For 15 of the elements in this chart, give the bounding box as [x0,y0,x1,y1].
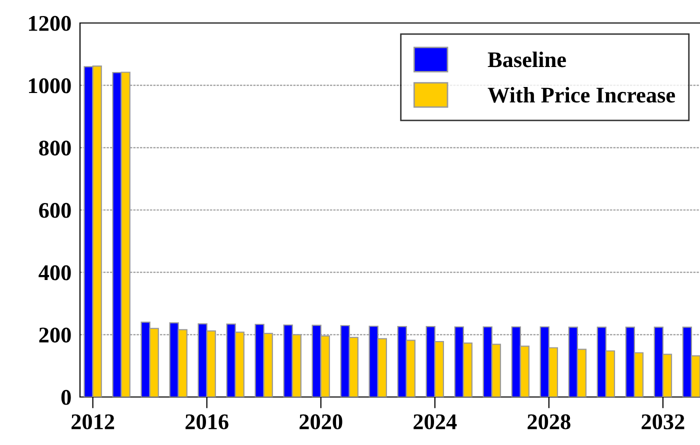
y-tick-label: 0 [61,390,71,405]
x-tick-label: 2028 [528,414,570,430]
y-tick-label: 1000 [29,78,71,94]
x-tick-label: 2016 [186,414,228,430]
y-tick-label: 200 [39,328,71,343]
y-tick-label: 1200 [29,16,71,31]
x-tick-label: 2012 [72,414,114,430]
y-tick-label: 400 [38,265,71,280]
x-tick-label: 2024 [414,414,457,430]
x-tick-label: 2020 [300,414,342,430]
legend-label: With Price Increase [488,86,675,103]
y-tick-label: 600 [39,202,71,218]
x-tick-label: 2032 [642,414,684,430]
y-tick-label: 800 [39,140,71,156]
legend-label: Baseline [488,52,566,68]
